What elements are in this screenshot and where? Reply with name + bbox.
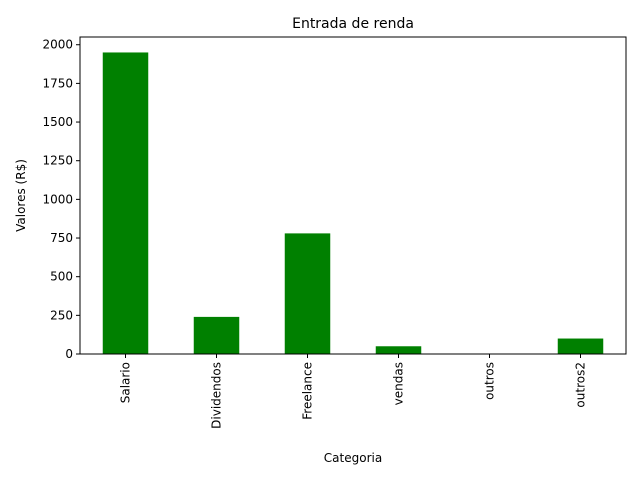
y-axis: 0 250 500 750 1000 1250 1500 1750 2000 <box>42 38 80 361</box>
x-tick-label-outros2: outros2 <box>574 362 588 408</box>
x-tick-label-freelance: Freelance <box>301 362 315 420</box>
y-tick-label: 1250 <box>42 154 73 168</box>
plot-frame <box>79 36 627 355</box>
y-tick-label: 0 <box>65 347 73 361</box>
bar-salario <box>102 52 149 355</box>
bar-dividendos <box>193 316 240 354</box>
y-tick-label: 1000 <box>42 192 73 206</box>
y-tick-label: 1500 <box>42 115 73 129</box>
bar-vendas <box>375 346 422 354</box>
chart-title: Entrada de renda <box>292 16 414 32</box>
y-tick-label: 750 <box>50 231 73 245</box>
y-axis-label: Valores (R$) <box>14 159 28 232</box>
y-tick-label: 500 <box>50 270 73 284</box>
x-tick-label-vendas: vendas <box>392 362 406 405</box>
y-tick-label: 1750 <box>42 76 73 90</box>
y-tick-label: 250 <box>50 308 73 322</box>
y-tick-label: 2000 <box>42 38 73 52</box>
x-tick-label-salario: Salario <box>119 362 133 403</box>
x-tick-label-outros: outros <box>483 362 497 400</box>
bar-outros2 <box>557 338 604 354</box>
bars-layer <box>102 52 604 355</box>
x-axis: Salario Dividendos Freelance vendas outros ou… <box>119 354 588 429</box>
x-tick-label-dividendos: Dividendos <box>210 362 224 429</box>
bar-freelance <box>284 233 331 354</box>
x-axis-label: Categoria <box>324 451 382 465</box>
